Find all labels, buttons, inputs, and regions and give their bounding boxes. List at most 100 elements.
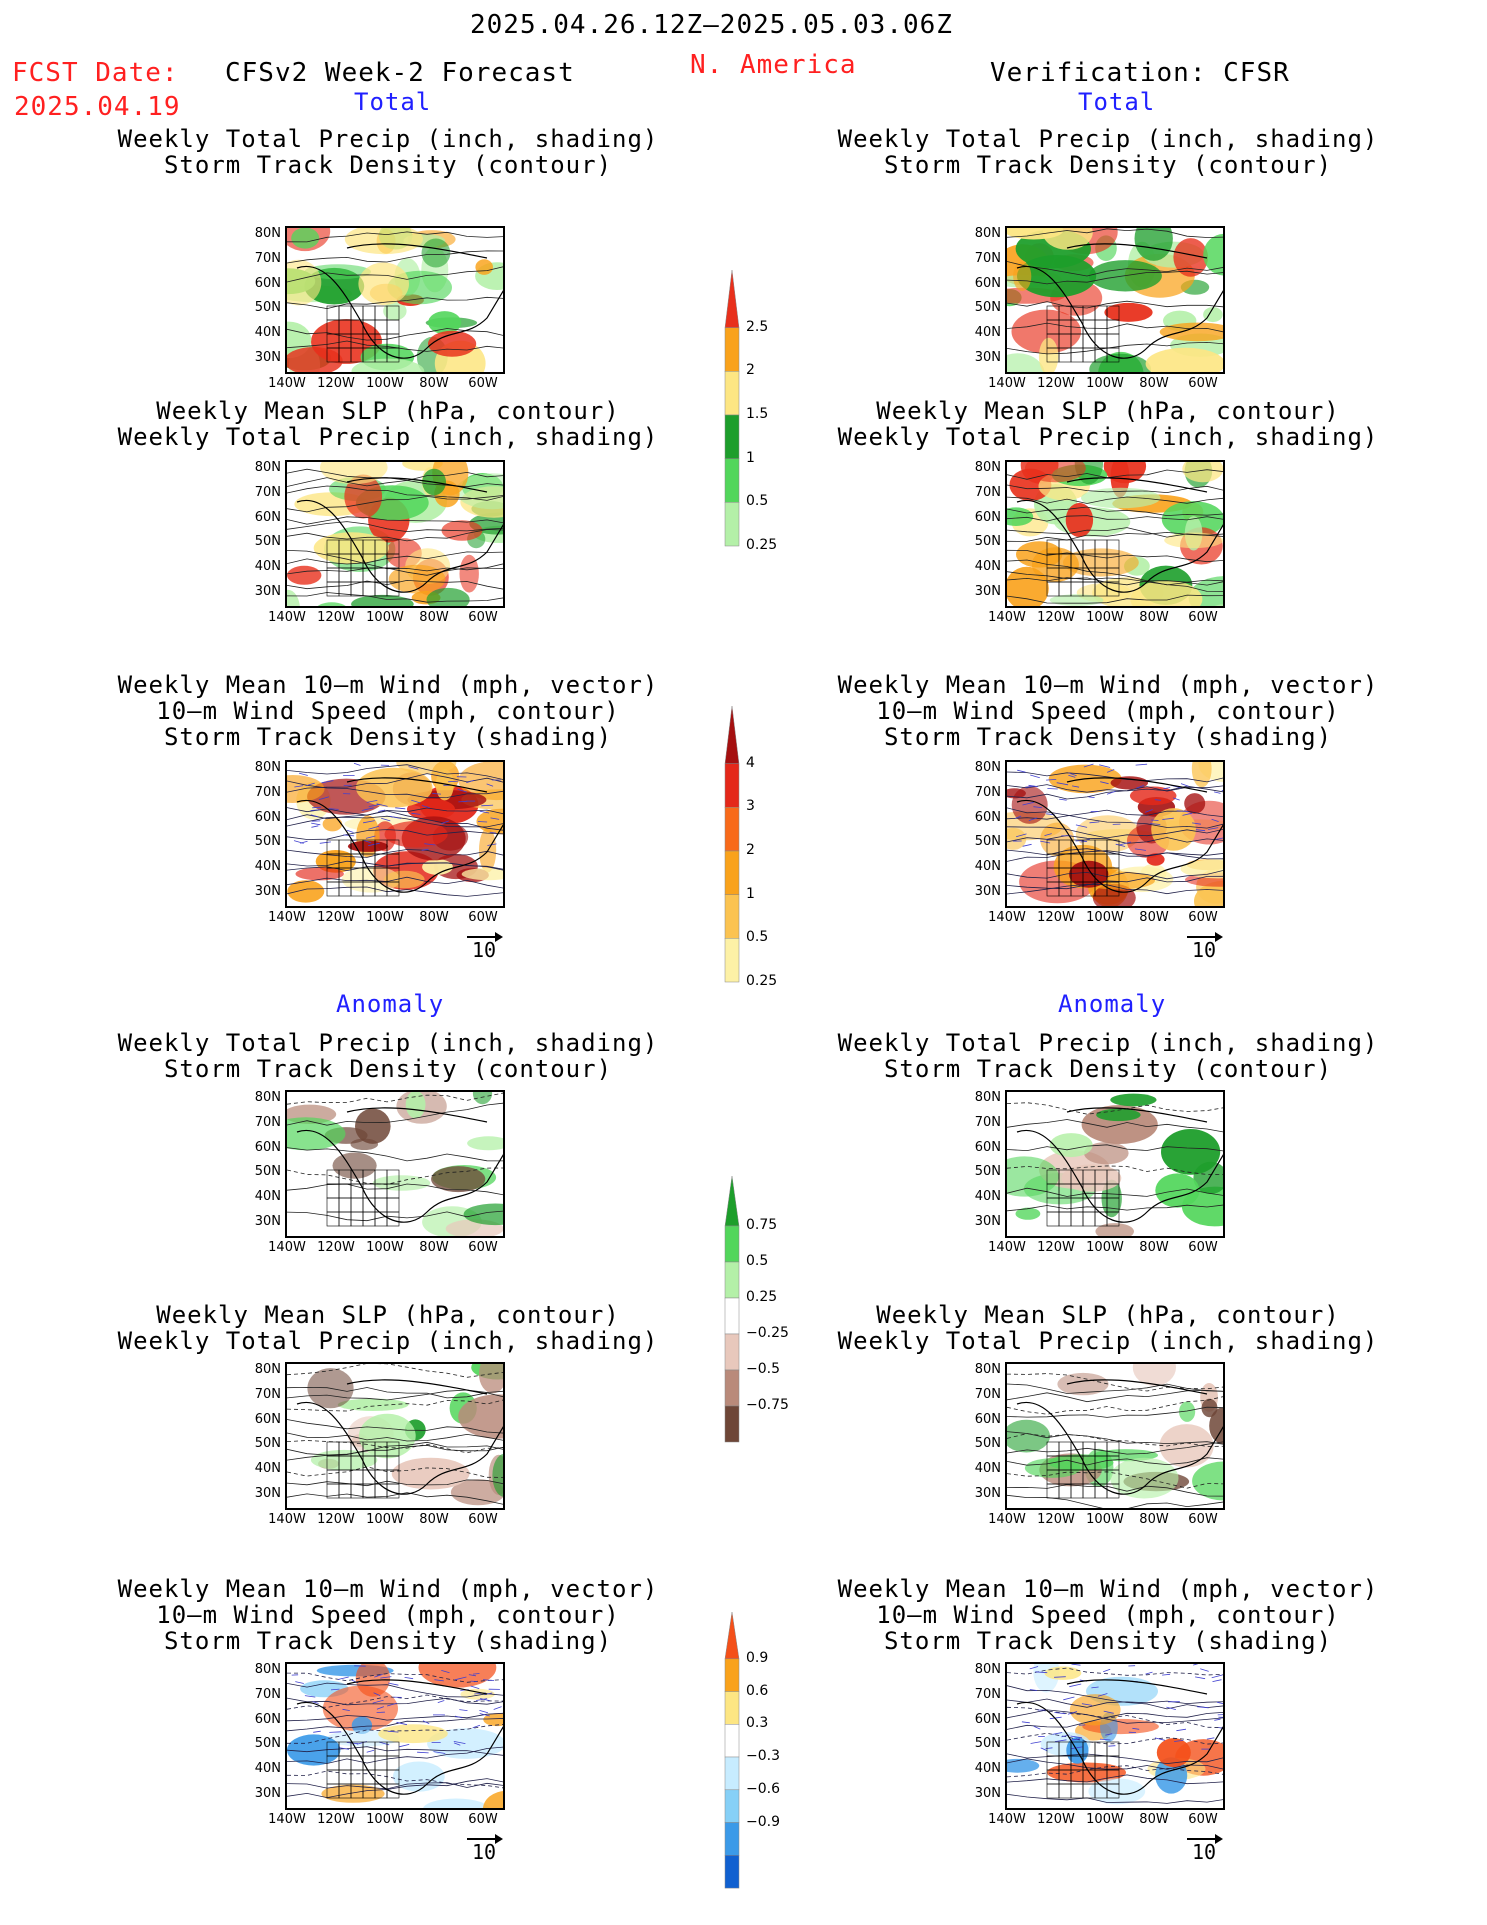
colorbar-precip_total [724,270,740,547]
wind-vector [365,835,376,839]
lat-tick-label: 50N [974,834,1001,850]
contour-line [1007,1774,1223,1785]
state-border [1106,333,1120,349]
shading-blob [384,821,448,848]
shading-blob [391,1457,470,1490]
contour-line [287,807,503,816]
wind-vector [1040,840,1051,844]
lon-tick-label: 120W [1037,376,1075,391]
state-border [1106,347,1120,363]
colorbar-label: −0.6 [746,1780,780,1797]
wind-vector [458,800,468,803]
lat-tick-label: 40N [254,1189,281,1205]
shading-blob [1096,1108,1141,1122]
shading-blob [1089,353,1152,372]
wind-vector [453,1742,461,1746]
contour-line [287,1441,503,1456]
contour-line [1007,1711,1223,1730]
shading-blob [355,1108,391,1144]
wind-vector [368,825,380,830]
wind-vector [424,843,436,846]
date-range-title: 2025.04.26.12Z–2025.05.03.06Z [470,10,953,40]
wind-vector [1054,1676,1066,1678]
shading-blob [1057,1372,1109,1396]
contour-line [287,1364,503,1378]
contour-line [287,1466,503,1478]
panel-title-line: Weekly Total Precip (inch, shading) [837,1029,1379,1057]
shading-blob [1013,261,1032,291]
contour-line [1007,809,1223,820]
wind-vector [342,1708,350,1711]
state-border [1082,1211,1096,1227]
wind-vector [1211,1674,1223,1679]
wind-vector [311,825,319,828]
wind-vector [1200,1668,1209,1672]
right-total-label: Total [1078,88,1156,116]
wind-vector [386,1702,397,1707]
lat-tick-label: 40N [974,1189,1001,1205]
state-border [1058,1211,1072,1227]
wind-vector [366,800,378,803]
region-title: N. America [690,50,857,80]
wind-vector [337,1676,349,1680]
forecast-map-4 [285,1090,505,1238]
lon-tick-label: 100W [1086,376,1124,391]
contour-line [1007,469,1223,480]
wind-vector [312,1701,319,1704]
lon-tick-label: 60W [468,1512,498,1527]
wind-vector [1222,1682,1223,1684]
state-border [350,1769,364,1785]
contour-line [1007,1102,1223,1115]
state-border [362,1483,376,1499]
lat-tick-label: 80N [974,1090,1001,1105]
verification-map-4 [1005,1090,1225,1238]
state-border [362,1183,376,1199]
wind-vector [1028,784,1038,788]
wind-vector [1099,1738,1111,1741]
lat-tick-label: 30N [254,884,281,899]
lon-tick-label: 100W [1086,1240,1124,1255]
contour-line [1007,883,1223,895]
wind-vector [1029,1666,1039,1670]
lon-tick-label: 100W [1086,1812,1124,1827]
contour-line [1007,1494,1223,1508]
lon-tick-label: 120W [1037,1240,1075,1255]
wind-vector [1144,809,1153,813]
shading-blob [1007,1758,1040,1773]
reference-vector-label: 10 [1191,938,1217,962]
wind-vector [1081,1703,1093,1706]
contour-line [287,1782,503,1790]
lat-tick-label: 30N [254,584,281,599]
lon-tick-label: 140W [268,610,306,625]
shading-blob [344,228,423,255]
colorbar-swatch [724,1612,740,1659]
shading-blob [472,1092,493,1105]
shading-blob [1031,547,1079,582]
lon-tick-label: 120W [317,610,355,625]
colorbar-label: 2 [746,362,755,379]
wind-vector [330,1688,340,1691]
wind-vector [493,1706,502,1710]
forecast-panel-title-1: Weekly Total Precip (inch, shading) Storm… [88,126,688,178]
shading-blob [431,1166,486,1193]
shading-blob [1011,309,1082,354]
contour-line [1007,870,1223,880]
wind-vector [1015,833,1027,838]
colorbar-swatch [724,1333,740,1371]
contour-line [1007,1667,1223,1676]
shading-blob [1214,604,1223,606]
contour-line [287,1492,503,1505]
wind-vector [1067,1711,1078,1715]
contour-line [287,1724,503,1744]
lat-tick-label: 50N [974,300,1001,316]
lon-tick-label: 120W [317,1812,355,1827]
contour-line [1007,1204,1223,1212]
shading-blob [458,762,503,801]
contour-line [287,1444,503,1461]
shading-blob [287,880,325,903]
contour-line [1007,594,1223,604]
shading-blob [317,602,346,606]
wind-vector [1017,769,1026,773]
contour-line [1007,1709,1223,1724]
state-border [350,1469,364,1485]
